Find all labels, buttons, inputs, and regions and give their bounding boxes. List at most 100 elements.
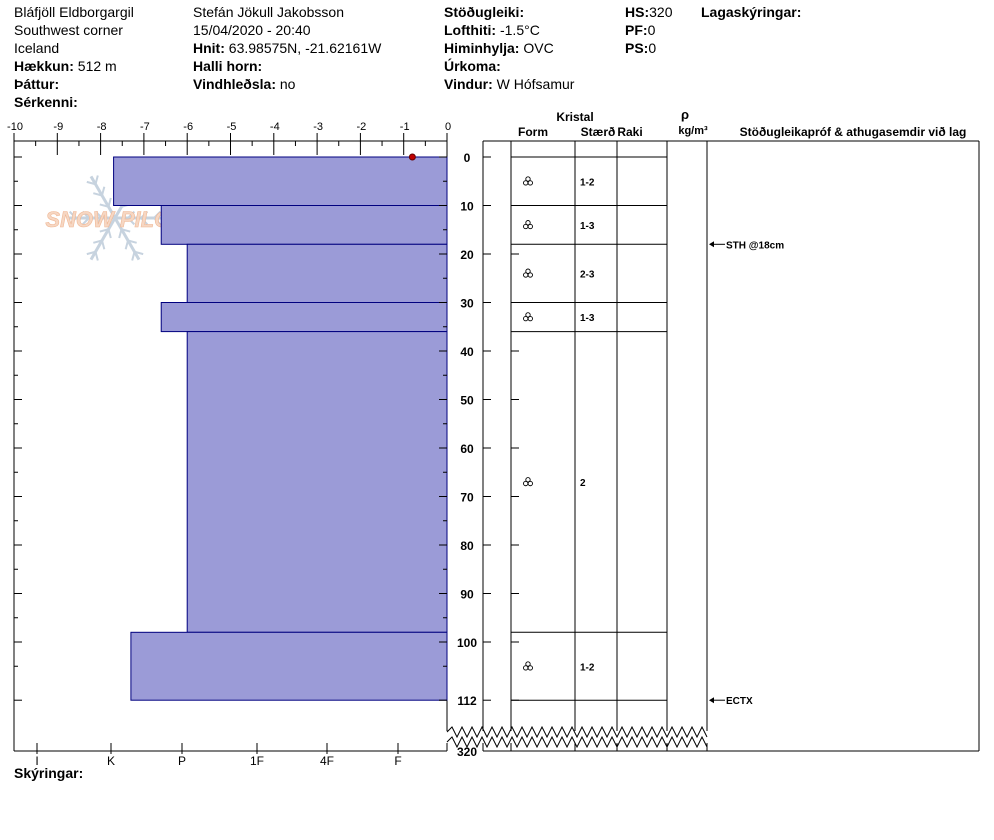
melt-grain-circle [525,268,531,274]
melt-grain-icon [523,661,533,671]
hardness-tick-label: 1F [250,754,264,768]
header-value: 0 [647,22,656,38]
depth-tick-label: 0 [464,151,471,165]
header-line: Lagaskýringar: [701,3,801,21]
header-line: Halli horn: [193,57,381,75]
melt-grain-icon [523,268,533,278]
melt-grain-circle [523,272,529,278]
temp-tick-label: -6 [183,121,193,133]
header-line: Southwest corner [14,21,134,39]
stability-test-label: ECTX [726,696,753,707]
snowflake-branch [140,217,149,226]
crystal-size: 1-2 [580,662,595,673]
snowflake-branch [101,186,106,196]
snowflake-branch [86,180,96,186]
snowflake-branch [94,175,99,185]
header-value: OVC [523,40,554,56]
header-value: W Hófsamur [496,76,575,92]
snowflake-branch [93,192,103,197]
crystal-size: 2-3 [580,269,595,280]
snowflake-branch [68,210,77,219]
crystal-size: 2 [580,478,586,489]
test-arrow [709,697,714,704]
hardness-bar [186,243,448,304]
header-col-3: Stöðugleiki: Lofthiti: -1.5°C Himinhylja:… [444,3,574,93]
header-label: Himinhylja: [444,40,520,56]
snowflake-branch [131,251,136,261]
header-line: PS:0 [625,39,672,57]
melt-grain-circle [527,665,533,671]
header-value: 15/04/2020 - 20:40 [193,22,311,38]
col-header-kristal: Kristal [556,110,593,124]
snowflake-branch [94,210,103,219]
snowflake-branch [99,228,109,233]
depth-tick-label: 30 [460,297,474,311]
hardness-bar [113,156,448,206]
header-line: Þáttur: [14,75,134,93]
header-value: Southwest corner [14,22,123,38]
header-label: Lofthiti: [444,22,497,38]
temp-tick-label: -4 [270,121,280,133]
header-label: Lagaskýringar: [701,4,802,20]
melt-grain-icon [523,176,533,186]
melt-grain-circle [525,477,531,483]
header-value: Bláfjöll Eldborgargil [14,4,134,20]
header-label: PF: [625,22,648,38]
header-line: Hækkun: 512 m [14,57,134,75]
depth-tick-label: 112 [457,694,477,708]
melt-grain-circle [523,180,529,186]
snowflake-branch [81,217,90,226]
header-col-2: Stefán Jökull Jakobsson 15/04/2020 - 20:4… [193,3,381,93]
snowflake-branch [101,240,106,250]
depth-tick-label: 10 [460,200,474,214]
snowflake-branch [94,251,99,261]
snowflake-branch [127,239,137,244]
header-value: Iceland [14,40,60,56]
melt-grain-circle [525,176,531,182]
depth-tick-label: 40 [460,345,474,359]
depth-tick-label: 60 [460,442,474,456]
hardness-bar [160,302,448,333]
hardness-bar [160,205,448,245]
layer-table: Kristal Form Stærð Raki ρ kg/m³ Stöðugleikapró… [446,107,980,752]
header-label: Vindhleðsla: [193,76,276,92]
temp-tick-label: -9 [53,121,63,133]
header-line: Hnit: 63.98575N, -21.62161W [193,39,381,57]
temperature-points [408,153,416,161]
melt-grain-circle [525,220,531,226]
melt-grain-circle [523,315,529,322]
header-line: PF:0 [625,21,672,39]
temp-tick-label: 0 [445,121,451,133]
snowflake-branch [118,228,123,239]
melt-grain-icon [523,477,533,487]
header-line: Sérkenni: [14,93,134,111]
header-label: Hnit: [193,40,225,56]
axis-break [446,725,708,739]
melt-grain-circle [523,665,529,671]
header-label: Þáttur: [14,76,60,92]
stability-test-label: STH @18cm [726,240,784,251]
test-arrow [709,241,714,248]
snowflake-branch [124,240,129,250]
hardness-tick-label: 4F [320,754,334,768]
col-header-form: Form [518,125,548,139]
melt-grain-circle [527,315,533,322]
melt-grain-icon [523,312,533,322]
snowflake-branch [127,217,136,226]
melt-grain-circle [525,312,531,318]
header-col-4: HS:320 PF:0 PS:0 [625,3,672,57]
snowflake-branch [99,203,109,208]
snowflake-branch [107,197,112,208]
header-value: 0 [648,40,657,56]
chart-axes: -10 -9 -8 -7 -6 -5 -4 -3 -2 -1 0I K P 1F 4F F0102030405… [7,121,519,781]
hardness-bar [130,631,448,701]
crystal-size: 1-3 [580,313,595,324]
depth-tick-label: 70 [460,491,474,505]
col-header-moisture: Raki [617,125,642,139]
crystal-size: 1-2 [580,177,595,188]
melt-grain-icon [523,220,533,230]
depth-tick-label: 320 [457,745,477,759]
header-label: Vindur: [444,76,493,92]
snowflake-branch [140,210,149,219]
header-label: Halli horn: [193,58,263,74]
